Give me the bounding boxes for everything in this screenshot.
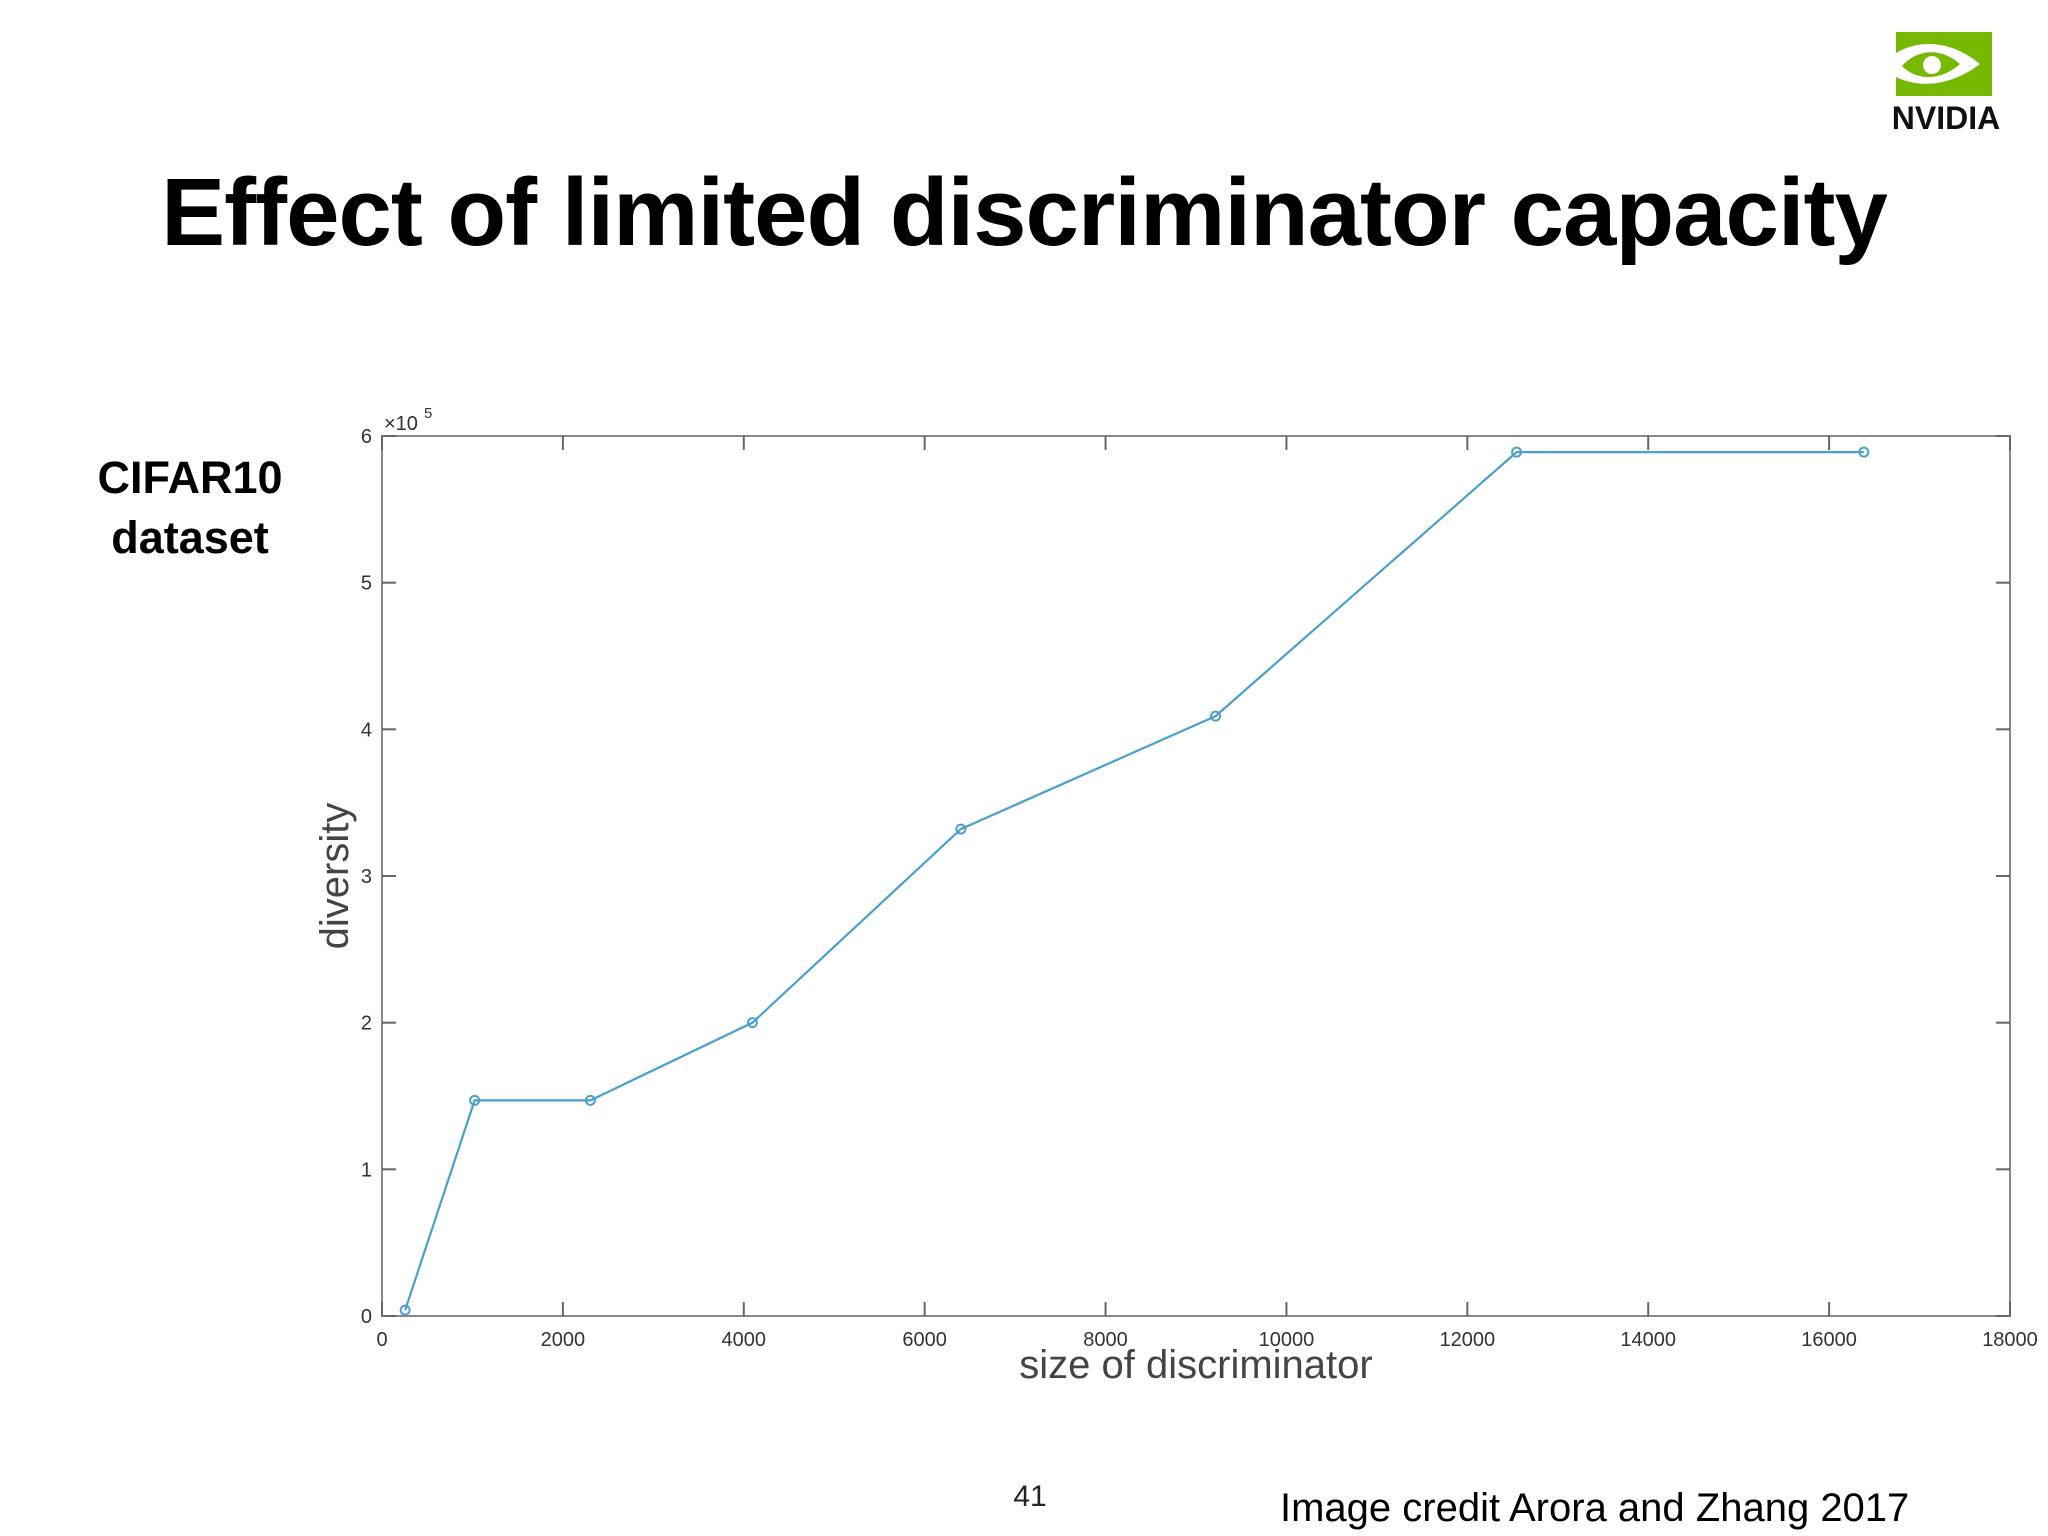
x-tick-label: 16000 bbox=[1801, 1329, 1857, 1351]
dataset-label-line1: CIFAR10 bbox=[97, 452, 283, 503]
x-tick-label: 4000 bbox=[722, 1329, 767, 1351]
dataset-label-line2: dataset bbox=[111, 512, 269, 563]
data-point bbox=[399, 1304, 411, 1316]
x-tick-label: 18000 bbox=[1982, 1329, 2038, 1351]
ticks-layer bbox=[381, 435, 2011, 1317]
x-tick-label: 2000 bbox=[541, 1329, 586, 1351]
data-point bbox=[955, 823, 967, 835]
slide-title: Effect of limited discriminator capacity bbox=[161, 159, 1888, 266]
x-axis-label: size of discriminator bbox=[1019, 1343, 1372, 1387]
x-tick-label: 10000 bbox=[1259, 1329, 1315, 1351]
y-tick-label: 1 bbox=[361, 1159, 372, 1181]
image-credit: Image credit Arora and Zhang 2017 bbox=[1280, 1486, 1910, 1530]
logo-wordmark: NVIDIA bbox=[1891, 100, 2001, 136]
x-tick-label: 0 bbox=[376, 1329, 387, 1351]
y-multiplier-base: ×10 bbox=[384, 413, 418, 435]
series-layer bbox=[399, 446, 1870, 1316]
page-number: 41 bbox=[1013, 1480, 1047, 1513]
y-multiplier-exponent: 5 bbox=[424, 405, 432, 422]
labels-layer: 0 2000 4000 6000 8000 10000 12000 14000 16000 180… bbox=[361, 426, 2038, 1351]
x-tick-label: 8000 bbox=[1083, 1329, 1128, 1351]
y-axis-label: diversity bbox=[313, 803, 357, 950]
x-tick-label: 12000 bbox=[1440, 1329, 1496, 1351]
series-line bbox=[404, 451, 1864, 1311]
data-point bbox=[584, 1094, 596, 1106]
y-tick-label: 0 bbox=[361, 1306, 372, 1328]
y-tick-label: 3 bbox=[361, 866, 372, 888]
y-tick-label: 6 bbox=[361, 426, 372, 448]
x-tick-label: 6000 bbox=[902, 1329, 947, 1351]
data-point bbox=[469, 1094, 481, 1106]
y-tick-label: 4 bbox=[361, 719, 372, 741]
data-point bbox=[1511, 446, 1523, 458]
nvidia-logo-icon bbox=[1880, 32, 1992, 96]
y-tick-label: 2 bbox=[361, 1013, 372, 1035]
x-tick-label: 14000 bbox=[1620, 1329, 1676, 1351]
data-point bbox=[1210, 710, 1222, 722]
dataset-label: CIFAR10 dataset bbox=[70, 448, 310, 568]
logo-pupil bbox=[1923, 56, 1941, 74]
data-point bbox=[1858, 446, 1870, 458]
plot-area bbox=[381, 435, 2011, 1317]
y-tick-label: 5 bbox=[361, 573, 372, 595]
data-point bbox=[746, 1017, 758, 1029]
